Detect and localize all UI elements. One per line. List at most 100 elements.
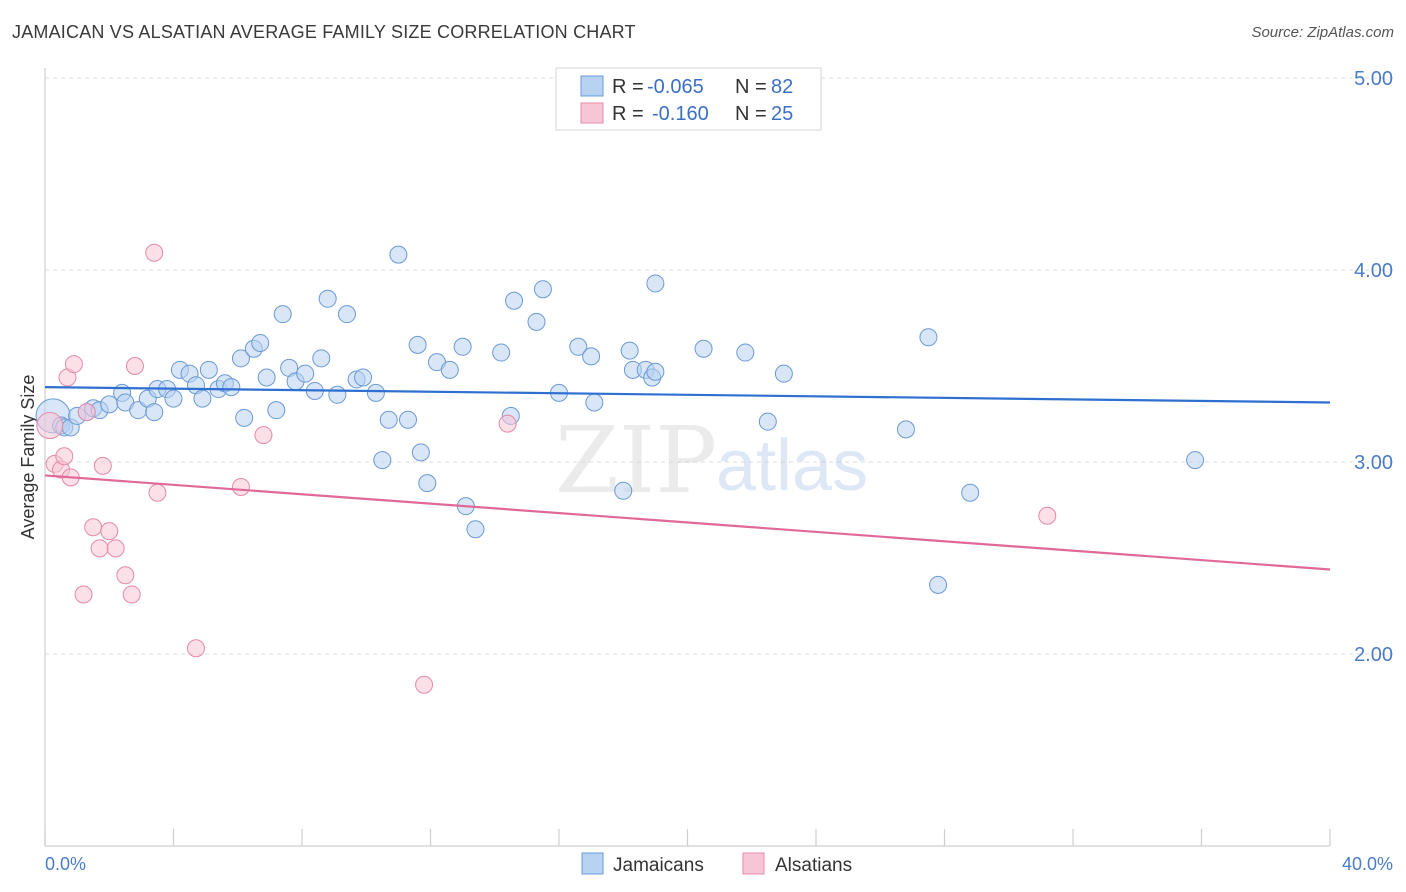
legend-swatch-alsatians bbox=[580, 102, 604, 124]
jamaican-point-13 bbox=[145, 403, 164, 422]
jamaican-point-70 bbox=[646, 274, 665, 293]
alsatian-point-20 bbox=[231, 477, 250, 496]
legend-n-label-2: N = bbox=[735, 103, 767, 125]
jamaican-point-77 bbox=[929, 575, 948, 594]
alsatian-point-7 bbox=[74, 585, 93, 604]
y-tick-label-2: 4.00 bbox=[1354, 260, 1393, 282]
jamaican-point-72 bbox=[736, 343, 755, 362]
legend-n-value-1: 82 bbox=[771, 76, 793, 98]
legend-swatch-jamaicans bbox=[580, 75, 604, 97]
legend-r-label-1: R = bbox=[612, 76, 644, 98]
jamaican-point-31 bbox=[273, 305, 292, 324]
x-tick-label-min: 0.0% bbox=[45, 854, 86, 874]
x-axis-ticks bbox=[44, 829, 1331, 846]
jamaican-point-46 bbox=[399, 410, 418, 429]
x-tick-label-max: 40.0% bbox=[1342, 854, 1393, 874]
correlation-legend: R = -0.065 N = 82 R = -0.160 N = 25 bbox=[555, 67, 822, 131]
jamaican-point-45 bbox=[389, 245, 408, 264]
alsatian-point-6 bbox=[64, 355, 83, 374]
y-tick-label-3: 5.00 bbox=[1354, 68, 1393, 90]
jamaican-point-36 bbox=[312, 349, 331, 368]
jamaican-point-57 bbox=[505, 291, 524, 310]
bottom-legend-swatch-jamaicans bbox=[581, 852, 604, 875]
jamaican-point-76 bbox=[919, 328, 938, 347]
jamaican-point-71 bbox=[694, 339, 713, 358]
y-tick-label-0: 2.00 bbox=[1354, 644, 1393, 666]
jamaican-point-48 bbox=[411, 443, 430, 462]
gridlines bbox=[45, 77, 1393, 655]
chart-title: JAMAICAN VS ALSATIAN AVERAGE FAMILY SIZE… bbox=[12, 22, 636, 42]
jamaican-point-29 bbox=[257, 368, 276, 387]
jamaican-point-78 bbox=[961, 483, 980, 502]
bottom-legend-swatch-alsatians bbox=[742, 852, 765, 875]
jamaican-point-25 bbox=[231, 349, 250, 368]
alsatian-trend-line bbox=[44, 474, 1331, 571]
jamaican-point-54 bbox=[466, 520, 485, 539]
jamaican-point-64 bbox=[614, 481, 633, 500]
jamaican-point-28 bbox=[251, 333, 270, 352]
jamaican-point-75 bbox=[896, 420, 915, 439]
bottom-legend-label-jamaicans: Jamaicans bbox=[613, 855, 704, 876]
jamaican-point-39 bbox=[337, 305, 356, 324]
trend-lines bbox=[44, 386, 1331, 571]
alsatian-point-16 bbox=[125, 357, 144, 375]
alsatian-point-8 bbox=[77, 403, 96, 422]
y-tick-label-1: 3.00 bbox=[1354, 452, 1393, 474]
alsatian-point-3 bbox=[55, 447, 74, 466]
legend-r-label-2: R = bbox=[612, 103, 644, 125]
watermark: ZIP atlas bbox=[555, 407, 868, 514]
jamaican-point-61 bbox=[569, 337, 588, 356]
bottom-legend-label-alsatians: Alsatians bbox=[775, 855, 852, 876]
legend-r-value-2: -0.160 bbox=[652, 103, 709, 125]
alsatian-point-9 bbox=[84, 518, 103, 537]
jamaican-point-30 bbox=[267, 401, 286, 420]
jamaican-point-73 bbox=[758, 412, 777, 431]
legend-n-value-2: 25 bbox=[771, 103, 793, 125]
jamaican-point-20 bbox=[193, 389, 212, 408]
alsatian-point-14 bbox=[116, 566, 135, 585]
jamaican-point-38 bbox=[328, 385, 347, 404]
series-alsatians bbox=[36, 243, 1057, 694]
jamaican-point-62 bbox=[582, 347, 601, 366]
jamaican-trend-line bbox=[44, 386, 1331, 404]
series-legend: Jamaicans Alsatians bbox=[581, 852, 852, 876]
alsatian-point-13 bbox=[106, 539, 125, 558]
jamaican-point-65 bbox=[620, 341, 639, 360]
jamaican-point-21 bbox=[199, 360, 218, 379]
jamaican-point-58 bbox=[527, 312, 546, 331]
jamaican-point-34 bbox=[296, 364, 315, 383]
alsatian-point-10 bbox=[90, 539, 109, 558]
alsatian-point-15 bbox=[122, 585, 141, 604]
alsatian-point-23 bbox=[498, 414, 517, 433]
alsatian-point-18 bbox=[148, 483, 167, 502]
jamaican-point-43 bbox=[373, 451, 392, 470]
alsatian-point-19 bbox=[186, 639, 205, 658]
jamaican-point-37 bbox=[318, 289, 337, 308]
jamaican-point-26 bbox=[235, 408, 254, 427]
alsatian-point-12 bbox=[100, 522, 119, 541]
alsatian-point-22 bbox=[415, 675, 434, 694]
legend-r-value-1: -0.065 bbox=[647, 76, 704, 98]
alsatian-point-24 bbox=[1038, 506, 1057, 525]
jamaican-point-49 bbox=[418, 474, 437, 493]
jamaican-point-55 bbox=[492, 343, 511, 362]
jamaican-point-79 bbox=[1186, 451, 1205, 470]
watermark-zip: ZIP bbox=[555, 407, 717, 514]
alsatian-point-21 bbox=[254, 426, 273, 445]
jamaican-point-59 bbox=[533, 280, 552, 299]
jamaican-point-74 bbox=[774, 364, 793, 383]
jamaican-point-69 bbox=[646, 362, 665, 381]
alsatian-point-17 bbox=[145, 243, 164, 262]
jamaican-point-47 bbox=[408, 335, 427, 354]
y-tick-labels: 2.00 3.00 4.00 5.00 bbox=[1354, 68, 1393, 666]
alsatian-point-11 bbox=[93, 456, 112, 475]
source-credit: Source: ZipAtlas.com bbox=[1251, 24, 1394, 41]
jamaican-point-24 bbox=[222, 378, 241, 397]
jamaican-point-52 bbox=[453, 337, 472, 356]
jamaican-point-63 bbox=[585, 393, 604, 412]
jamaican-point-16 bbox=[164, 389, 183, 408]
jamaican-point-42 bbox=[366, 383, 385, 402]
jamaican-point-51 bbox=[440, 360, 459, 379]
jamaican-point-41 bbox=[354, 368, 373, 387]
